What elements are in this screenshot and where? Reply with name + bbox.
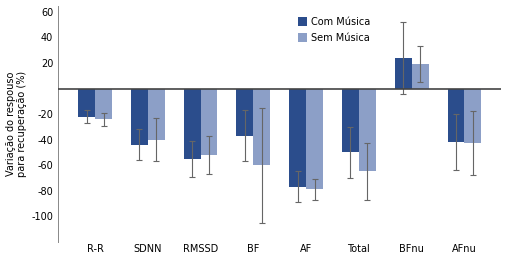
Bar <box>289 88 306 187</box>
Bar <box>412 64 428 88</box>
Bar <box>131 88 148 145</box>
Bar <box>236 88 254 136</box>
Legend: Com Música, Sem Música: Com Música, Sem Música <box>296 15 373 45</box>
Bar <box>395 58 412 88</box>
Bar <box>148 88 165 140</box>
Bar <box>359 88 376 172</box>
Bar <box>201 88 218 155</box>
Bar <box>78 88 95 116</box>
Bar <box>254 88 270 165</box>
Bar <box>306 88 323 189</box>
Bar <box>342 88 359 152</box>
Bar <box>464 88 481 144</box>
Bar <box>95 88 112 119</box>
Y-axis label: Variação do respouso
para recuperação (%): Variação do respouso para recuperação (%… <box>6 70 27 177</box>
Bar <box>184 88 201 159</box>
Bar <box>448 88 464 142</box>
